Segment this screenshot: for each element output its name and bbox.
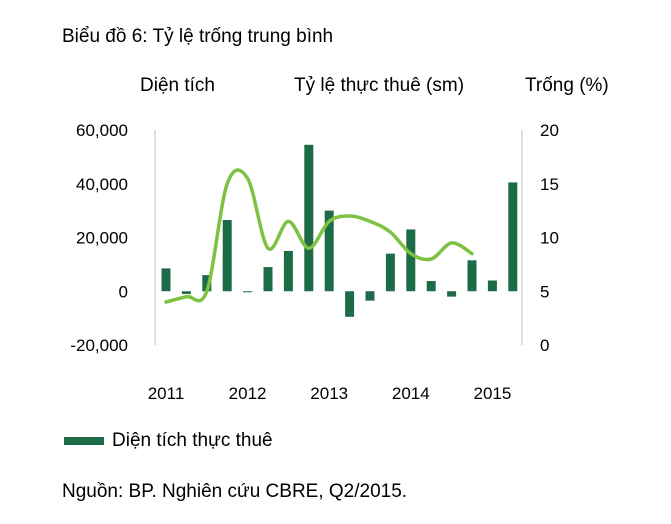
bar (222, 220, 232, 292)
bar (406, 229, 416, 292)
bar (283, 250, 293, 292)
x-tick-label: 2013 (310, 384, 348, 403)
bar (181, 291, 191, 294)
vacancy-line (164, 168, 474, 304)
left-tick-label: 20,000 (76, 229, 128, 248)
left-tick-label: -20,000 (70, 336, 128, 355)
bar (487, 280, 497, 292)
x-tick-label: 2014 (392, 384, 430, 403)
right-axis-label: Trống (%) (525, 75, 609, 96)
chart-title: Biểu đồ 6: Tỷ lệ trống trung bình (62, 26, 334, 47)
legend-label: Diện tích thực thuê (112, 430, 273, 451)
left-tick-label: 0 (119, 282, 128, 301)
left-tick-label: 40,000 (76, 175, 128, 194)
bar (365, 291, 375, 301)
bar (304, 144, 314, 292)
bar (324, 210, 334, 292)
bar (447, 291, 457, 297)
x-tick-label: 2012 (229, 384, 267, 403)
left-axis-label: Diện tích (140, 75, 215, 96)
middle-axis-label: Tỷ lệ thực thuê (sm) (294, 75, 465, 96)
bar (426, 281, 436, 292)
bar (467, 260, 477, 292)
bar (385, 253, 395, 292)
right-tick-label: 15 (540, 175, 559, 194)
bar (263, 267, 273, 292)
x-tick-label: 2011 (148, 384, 185, 403)
bar (161, 268, 171, 292)
chart-legend: Diện tích thực thuê (64, 430, 273, 452)
source-note: Nguồn: BP. Nghiên cứu CBRE, Q2/2015. (62, 481, 408, 502)
bar (345, 291, 355, 317)
right-tick-label: 5 (540, 282, 549, 301)
x-tick-label: 2015 (473, 384, 511, 403)
left-tick-label: 60,000 (76, 121, 128, 140)
bar (243, 291, 253, 293)
bar (508, 182, 518, 292)
right-tick-label: 0 (540, 336, 549, 355)
right-tick-label: 10 (540, 229, 559, 248)
bar (202, 275, 212, 292)
right-tick-label: 20 (540, 121, 559, 140)
legend-swatch (64, 437, 104, 445)
